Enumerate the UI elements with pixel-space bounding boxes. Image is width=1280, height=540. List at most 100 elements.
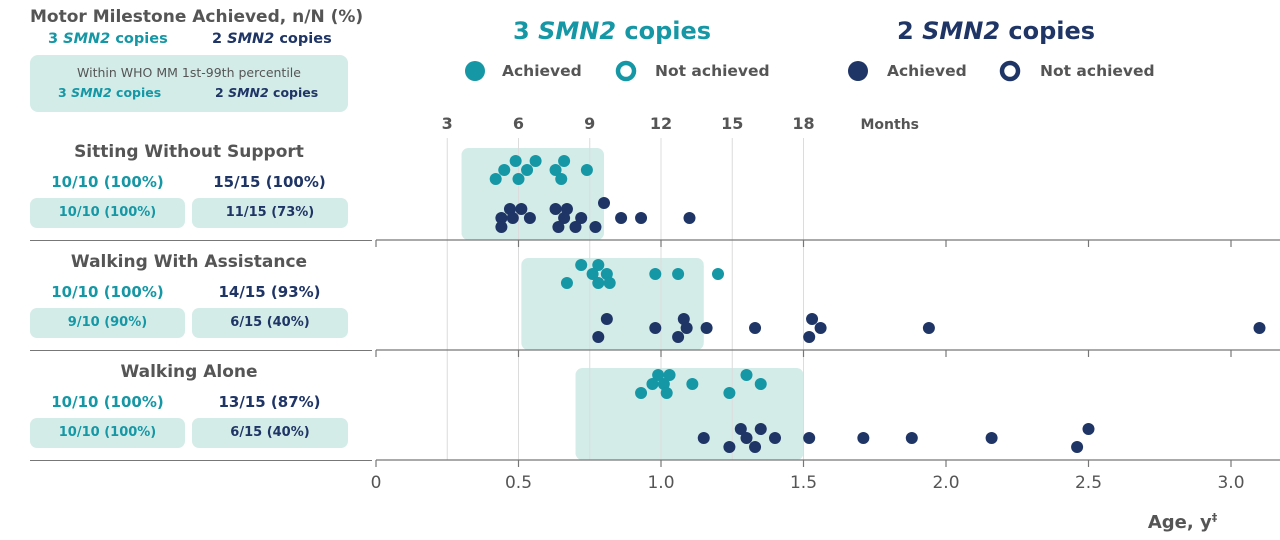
point-2-copies-achieved — [749, 441, 762, 453]
row-divider — [30, 460, 372, 461]
sitting-achieved-3-copies: 10/10 (100%) — [51, 173, 164, 191]
point-3-copies-achieved — [652, 369, 665, 381]
legend-marker-3-not-achieved — [615, 60, 637, 82]
point-2-copies-achieved — [615, 212, 628, 224]
month-tick-label: 15 — [721, 114, 743, 133]
point-2-copies-achieved — [754, 423, 767, 435]
column-header-2-copies: 2 SMN2 copies — [212, 31, 332, 47]
point-3-copies-achieved — [672, 268, 685, 280]
point-2-copies-achieved — [680, 322, 693, 334]
sitting-who-2-copies: 11/15 (73%) — [192, 198, 348, 228]
legend-label-3-not-achieved: Not achieved — [655, 62, 770, 80]
point-3-copies-achieved — [512, 173, 525, 185]
sitting-who-3-copies: 10/10 (100%) — [30, 198, 185, 228]
walking-assisted-who-3-copies: 9/10 (90%) — [30, 308, 185, 338]
point-2-copies-achieved — [589, 221, 602, 233]
point-2-copies-achieved — [700, 322, 713, 334]
point-3-copies-achieved — [660, 387, 673, 399]
legend-marker-3-achieved — [465, 61, 485, 81]
point-3-copies-achieved — [586, 268, 599, 280]
point-3-copies-achieved — [521, 164, 534, 176]
point-3-copies-achieved — [657, 378, 670, 390]
month-tick-label: 3 — [442, 114, 453, 133]
point-2-copies-achieved — [677, 313, 690, 325]
x-axis-label: Age, y‡ — [1148, 511, 1218, 533]
point-2-copies-achieved — [1253, 322, 1266, 334]
x-tick-label: 0.5 — [505, 473, 532, 493]
point-3-copies-achieved — [646, 378, 659, 390]
point-3-copies-achieved — [592, 277, 605, 289]
row-divider — [30, 350, 372, 351]
point-2-copies-achieved — [1082, 423, 1095, 435]
milestone-title-sitting: Sitting Without Support — [74, 142, 304, 162]
point-2-copies-achieved — [697, 432, 710, 444]
month-tick-label: 6 — [513, 114, 524, 133]
walking-alone-achieved-2-copies: 13/15 (87%) — [218, 393, 321, 411]
point-2-copies-achieved — [1071, 441, 1084, 453]
point-2-copies-achieved — [857, 432, 870, 444]
point-2-copies-achieved — [592, 331, 605, 343]
point-3-copies-achieved — [560, 277, 573, 289]
point-3-copies-achieved — [723, 387, 736, 399]
walking-assisted-achieved-3-copies: 10/10 (100%) — [51, 283, 164, 301]
walking-alone-achieved-3-copies: 10/10 (100%) — [51, 393, 164, 411]
point-2-copies-achieved — [506, 212, 519, 224]
x-tick-label: 3.0 — [1217, 473, 1244, 493]
point-2-copies-achieved — [569, 221, 582, 233]
point-2-copies-achieved — [649, 322, 662, 334]
point-2-copies-achieved — [769, 432, 781, 444]
milestone-title-walking-alone: Walking Alone — [120, 362, 258, 382]
point-2-copies-achieved — [905, 432, 918, 444]
point-2-copies-achieved — [806, 313, 819, 325]
row-divider — [30, 240, 372, 241]
point-3-copies-achieved — [580, 164, 593, 176]
column-header-3-copies: 3 SMN2 copies — [48, 31, 168, 47]
x-tick-label: 2.5 — [1075, 473, 1102, 493]
x-tick-label: 0 — [371, 473, 382, 493]
point-2-copies-achieved — [523, 212, 536, 224]
walking-alone-who-2-copies: 6/15 (40%) — [192, 418, 348, 448]
point-3-copies-achieved — [740, 369, 753, 381]
point-2-copies-achieved — [503, 203, 516, 215]
point-2-copies-achieved — [803, 331, 816, 343]
who-percentile-box: Within WHO MM 1st-99th percentile 3 SMN2… — [30, 55, 348, 112]
who-percentile-label: Within WHO MM 1st-99th percentile — [77, 65, 301, 80]
point-2-copies-achieved — [495, 221, 508, 233]
milestone-title-walking-assisted: Walking With Assistance — [70, 252, 308, 272]
point-2-copies-achieved — [723, 441, 736, 453]
walking-alone-who-3-copies: 10/10 (100%) — [30, 418, 185, 448]
month-axis-label: Months — [861, 117, 920, 133]
point-2-copies-achieved — [672, 331, 685, 343]
point-3-copies-achieved — [686, 378, 699, 390]
point-3-copies-achieved — [498, 164, 511, 176]
point-2-copies-achieved — [495, 212, 508, 224]
point-2-copies-achieved — [985, 432, 998, 444]
month-tick-label: 9 — [584, 114, 595, 133]
point-3-copies-achieved — [600, 268, 613, 280]
legend-title-3-copies: 3 SMN2 copies — [513, 17, 712, 45]
sitting-achieved-2-copies: 15/15 (100%) — [213, 173, 326, 191]
point-3-copies-achieved — [529, 155, 542, 167]
point-3-copies-achieved — [603, 277, 616, 289]
point-3-copies-achieved — [649, 268, 662, 280]
x-tick-label: 1.0 — [647, 473, 674, 493]
point-2-copies-achieved — [635, 212, 648, 224]
point-2-copies-achieved — [749, 322, 762, 334]
x-tick-label: 1.5 — [790, 473, 817, 493]
point-3-copies-achieved — [592, 259, 605, 271]
point-2-copies-achieved — [683, 212, 696, 224]
x-tick-label: 2.0 — [932, 473, 959, 493]
who-column-2-copies: 2 SMN2 copies — [215, 85, 319, 100]
point-2-copies-achieved — [560, 203, 573, 215]
point-2-copies-achieved — [549, 203, 562, 215]
point-2-copies-achieved — [558, 212, 571, 224]
who-column-3-copies: 3 SMN2 copies — [58, 85, 162, 100]
point-3-copies-achieved — [558, 155, 571, 167]
point-3-copies-achieved — [555, 173, 568, 185]
walking-assisted-achieved-2-copies: 14/15 (93%) — [218, 283, 321, 301]
point-3-copies-achieved — [712, 268, 724, 280]
point-2-copies-achieved — [803, 432, 816, 444]
legend-label-2-not-achieved: Not achieved — [1040, 62, 1155, 80]
point-2-copies-achieved — [922, 322, 935, 334]
